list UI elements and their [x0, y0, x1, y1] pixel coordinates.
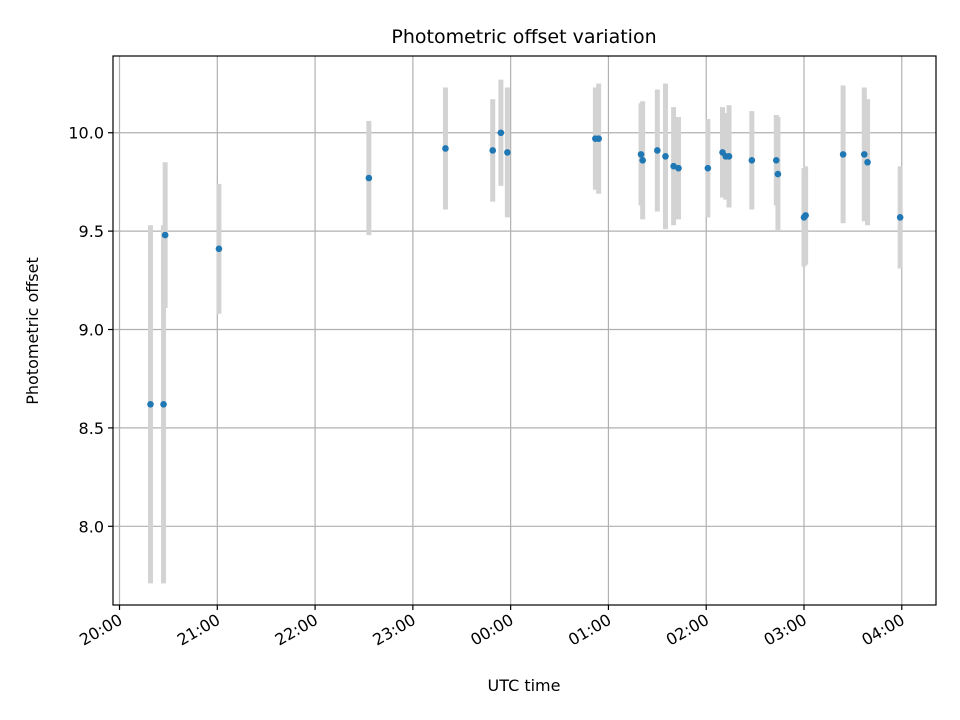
x-tick-label: 21:00	[174, 610, 223, 650]
y-tick-label: 10.0	[68, 124, 104, 143]
data-point	[860, 151, 868, 158]
x-axis-label: UTC time	[488, 676, 561, 695]
data-point	[504, 149, 511, 156]
data-point	[896, 214, 904, 221]
data-point	[639, 156, 646, 164]
data-point	[772, 156, 780, 164]
x-tick-label: 00:00	[467, 610, 516, 650]
data-point	[160, 400, 167, 408]
x-tick-label: 20:00	[76, 610, 125, 650]
data-point	[839, 151, 847, 158]
data-point	[654, 147, 661, 154]
chart-title: Photometric offset variation	[391, 26, 656, 48]
data-point	[802, 212, 809, 219]
data-point	[365, 174, 373, 182]
data-point	[215, 245, 223, 253]
error-bars	[147, 79, 903, 584]
data-point	[637, 151, 645, 158]
x-tick-label: 03:00	[761, 610, 810, 650]
data-point	[497, 129, 505, 137]
data-point	[147, 400, 154, 408]
y-tick-label: 9.5	[79, 222, 104, 241]
data-point	[704, 164, 712, 172]
data-point	[675, 164, 682, 172]
x-tick-label: 02:00	[663, 610, 712, 650]
x-tick-label: 22:00	[272, 610, 321, 650]
data-point	[662, 153, 669, 160]
grid-lines	[113, 56, 936, 605]
data-point	[864, 158, 871, 166]
y-tick-label: 9.0	[79, 321, 104, 340]
x-axis-ticks: 20:00 21:00 22:00 23:00 00:00 01:00 02:00 03:00…	[76, 605, 908, 650]
y-tick-label: 8.5	[79, 419, 104, 438]
data-point	[161, 231, 169, 239]
y-axis-label: Photometric offset	[23, 257, 42, 405]
y-axis-ticks: 8.0 8.5 9.0 9.5 10.0	[68, 124, 113, 536]
data-point	[595, 135, 602, 142]
data-point	[442, 145, 449, 152]
data-point	[748, 156, 756, 164]
plot-frame	[112, 55, 937, 606]
x-tick-label: 01:00	[565, 610, 614, 650]
x-tick-label: 04:00	[858, 610, 907, 650]
data-point	[489, 147, 497, 154]
x-tick-label: 23:00	[369, 610, 418, 650]
y-tick-label: 8.0	[79, 517, 104, 536]
data-point	[774, 170, 782, 178]
data-point	[725, 153, 733, 160]
data-points	[147, 129, 904, 408]
